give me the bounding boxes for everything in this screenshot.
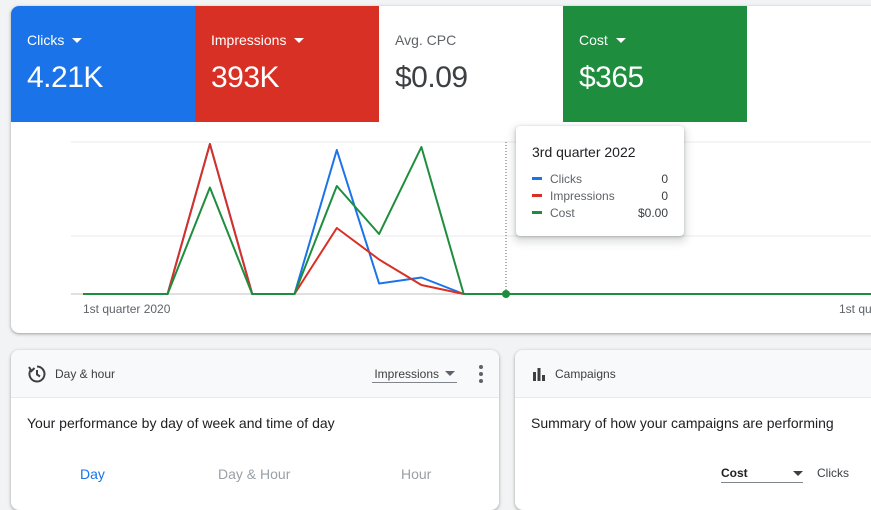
dropdown-caret-icon[interactable] xyxy=(615,37,626,43)
overview-card: Clicks 4.21K Impressions 393K Avg. CPC $… xyxy=(11,6,871,333)
chevron-down-icon xyxy=(793,470,803,476)
tooltip-row-value: $0.00 xyxy=(637,205,668,220)
legend-swatch xyxy=(532,194,542,197)
metric-cost[interactable]: Cost $365 xyxy=(563,6,747,122)
metric-cost-label: Cost xyxy=(579,32,608,48)
day-hour-description: Your performance by day of week and time… xyxy=(27,415,335,431)
chart-tooltip: 3rd quarter 2022 Clicks 0 Impressions 0 Co… xyxy=(516,126,684,236)
series-line-impressions xyxy=(83,143,871,295)
metric-avg-cpc-value: $0.09 xyxy=(395,61,468,94)
chevron-down-icon xyxy=(445,371,455,376)
campaigns-header: Campaigns xyxy=(515,350,871,398)
day-hour-title: Day & hour xyxy=(55,366,116,381)
day-hour-metric-select[interactable]: Impressions xyxy=(372,365,457,383)
tooltip-row-impressions: Impressions 0 xyxy=(532,187,668,204)
metric-impressions[interactable]: Impressions 393K xyxy=(195,6,379,122)
x-tick-label: 1st qu xyxy=(839,302,871,316)
day-hour-card: Day & hour Impressions Your performance … xyxy=(11,350,499,510)
campaigns-title: Campaigns xyxy=(555,366,616,381)
bar-chart-icon xyxy=(533,367,545,381)
metric-avg-cpc-label: Avg. CPC xyxy=(395,32,457,48)
tab-day[interactable]: Day xyxy=(80,466,105,482)
hover-point xyxy=(502,290,510,298)
metric-clicks-value: 4.21K xyxy=(27,61,103,94)
campaigns-metric-select-2-value: Clicks xyxy=(817,466,849,480)
x-tick-label: 1st quarter 2020 xyxy=(83,302,171,316)
tooltip-row-cost: Cost $0.00 xyxy=(532,204,668,221)
tooltip-row-value: 0 xyxy=(661,188,668,203)
metric-clicks[interactable]: Clicks 4.21K xyxy=(11,6,195,122)
dropdown-caret-icon[interactable] xyxy=(294,37,305,43)
chart-gridlines xyxy=(71,141,871,295)
legend-swatch xyxy=(532,211,542,214)
metric-impressions-value: 393K xyxy=(211,61,280,94)
campaigns-metric-select-2[interactable]: Clicks xyxy=(817,466,849,480)
tooltip-row-name: Impressions xyxy=(550,188,615,203)
metric-cost-value: $365 xyxy=(579,61,644,94)
tooltip-row-value: 0 xyxy=(661,171,668,186)
day-hour-header: Day & hour Impressions xyxy=(11,350,499,398)
tooltip-row-name: Clicks xyxy=(550,171,582,186)
tab-hour[interactable]: Hour xyxy=(401,466,432,482)
dropdown-caret-icon[interactable] xyxy=(72,37,83,43)
series-line-cost xyxy=(83,146,871,295)
campaigns-metric-select-1-value: Cost xyxy=(721,466,748,480)
chart-series xyxy=(83,143,871,298)
metric-impressions-label: Impressions xyxy=(211,32,287,48)
tab-day-and-hour[interactable]: Day & Hour xyxy=(218,466,291,482)
chart-x-ticks: 1st quarter 2020 1st qu xyxy=(83,302,871,316)
legend-swatch xyxy=(532,177,542,180)
campaigns-card: Campaigns Summary of how your campaigns … xyxy=(515,350,871,510)
metric-clicks-label: Clicks xyxy=(27,32,65,48)
campaigns-description: Summary of how your campaigns are perfor… xyxy=(531,415,834,431)
more-vert-icon[interactable] xyxy=(479,364,483,383)
day-hour-metric-select-value: Impressions xyxy=(374,366,439,381)
tooltip-row-clicks: Clicks 0 xyxy=(532,170,668,187)
series-line-clicks xyxy=(83,143,871,295)
campaigns-metric-select-1[interactable]: Cost xyxy=(721,466,803,483)
tooltip-row-name: Cost xyxy=(550,205,575,220)
tooltip-title: 3rd quarter 2022 xyxy=(532,144,636,160)
performance-line-chart[interactable]: 1st quarter 2020 1st qu xyxy=(11,122,871,332)
metric-avg-cpc[interactable]: Avg. CPC $0.09 xyxy=(379,6,563,122)
schedule-icon xyxy=(28,365,46,382)
